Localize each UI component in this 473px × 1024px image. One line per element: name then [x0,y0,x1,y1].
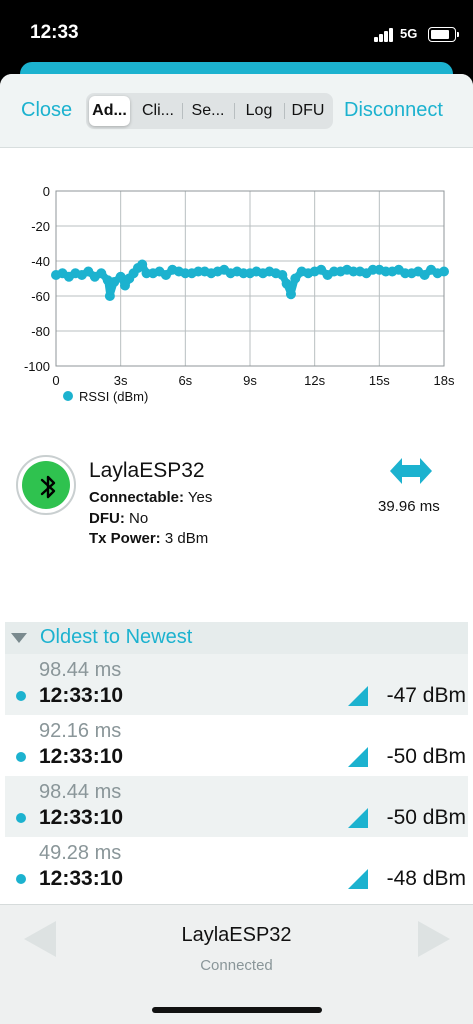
packet-time: 12:33:10 [39,684,124,707]
signal-strength-icon [348,686,368,706]
tx-power-row: Tx Power: 3 dBm [89,530,208,547]
close-button[interactable]: Close [21,99,73,121]
device-icon [16,455,76,515]
rssi-data-point [290,273,301,284]
list-item[interactable]: 98.44 ms 12:33:10 -47 dBm [5,654,468,715]
rssi-data-point [285,289,296,300]
packet-time: 12:33:10 [39,745,124,768]
tab-client[interactable]: Cli... [142,102,174,119]
rssi-data-point [115,271,126,282]
rssi-data-point [96,268,107,279]
packet-rssi: -50 dBm [386,806,466,829]
tx-power-value: 3 dBm [164,530,209,547]
rssi-data-point [281,278,292,289]
connectable-label: Connectable: [89,489,185,506]
list-item[interactable]: 98.44 ms 12:33:10 -50 dBm [5,776,468,837]
signal-icon [374,28,394,42]
tab-advertisement[interactable]: Ad... [89,96,130,126]
list-spacer [0,574,473,622]
previous-arrow-icon[interactable] [22,919,58,959]
tab-server[interactable]: Se... [191,102,225,119]
packet-rssi: -47 dBm [386,684,466,707]
x-tick-label: 6s [178,373,192,388]
disconnect-button[interactable]: Disconnect [344,99,443,121]
packet-dot-icon [16,752,26,762]
sort-order-label: Oldest to Newest [40,626,193,648]
device-name: LaylaESP32 [89,459,205,482]
legend-label: RSSI (dBm) [79,389,148,404]
packet-time: 12:33:10 [39,867,124,890]
connection-status: Connected [200,957,273,974]
bottom-device-bar: LaylaESP32 Connected [0,904,473,1024]
y-tick-label: -60 [31,289,50,304]
sort-order-header[interactable]: Oldest to Newest [5,622,468,654]
double-arrow-icon [390,458,432,484]
tab-divider [284,103,285,119]
status-time: 12:33 [30,22,79,43]
disclosure-triangle-icon [11,633,27,643]
network-label: 5G [400,26,418,41]
legend-marker [63,391,73,401]
connectable-value: Yes [187,489,213,506]
bottom-device-name: LaylaESP32 [181,924,292,946]
packet-interval: 98.44 ms [39,781,122,803]
list-item[interactable]: 49.28 ms 12:33:10 -48 dBm [5,837,468,898]
bluetooth-icon [40,475,56,499]
rssi-data-point [137,259,148,270]
packet-dot-icon [16,813,26,823]
tab-divider [234,103,235,119]
packet-interval: 92.16 ms [39,720,122,742]
packet-dot-icon [16,874,26,884]
dfu-value: No [129,510,149,527]
packet-interval: 49.28 ms [39,842,122,864]
tab-divider [182,103,183,119]
nav-bar: Close Ad... Cli... Se... Log DFU Disconn… [0,74,473,148]
packet-rssi: -50 dBm [386,745,466,768]
device-sheet: Close Ad... Cli... Se... Log DFU Disconn… [0,74,473,1024]
x-tick-label: 15s [369,373,390,388]
dfu-row: DFU: No [89,510,148,527]
battery-icon [428,27,456,42]
x-tick-label: 18s [434,373,455,388]
advertising-interval: 39.96 ms [378,498,440,515]
y-tick-label: -40 [31,254,50,269]
y-tick-label: -20 [31,219,50,234]
battery-tip [457,32,459,37]
signal-strength-icon [348,747,368,767]
packet-interval: 98.44 ms [39,659,122,681]
packet-time: 12:33:10 [39,806,124,829]
status-bar: 12:33 5G [0,0,473,64]
tab-log[interactable]: Log [245,102,273,119]
rssi-chart-svg: 0 3s 6s 9s 12s 15s 18s 0 -20 -40 -60 -80 -100 RSSI (d… [24,184,455,404]
signal-strength-icon [348,808,368,828]
y-tick-label: -80 [31,324,50,339]
rssi-data-point [277,270,288,280]
next-arrow-icon[interactable] [416,919,452,959]
list-item[interactable]: 92.16 ms 12:33:10 -50 dBm [5,715,468,776]
x-tick-label: 0 [52,373,59,388]
x-tick-label: 9s [243,373,257,388]
tx-power-label: Tx Power: [89,530,161,547]
packet-rssi: -48 dBm [386,867,466,890]
packet-dot-icon [16,691,26,701]
tab-segmented-control: Ad... Cli... Se... Log DFU [86,93,333,129]
rssi-data-point [439,266,449,277]
connectable-row: Connectable: Yes [89,489,212,506]
rssi-data-point [104,291,115,301]
home-indicator [152,1007,322,1013]
x-tick-label: 12s [304,373,325,388]
signal-strength-icon [348,869,368,889]
tab-dfu[interactable]: DFU [291,102,325,119]
rssi-chart: 0 3s 6s 9s 12s 15s 18s 0 -20 -40 -60 -80 -100 RSSI (d… [0,174,473,414]
dfu-label: DFU: [89,510,125,527]
x-tick-label: 3s [114,373,128,388]
y-tick-label: -100 [24,359,50,374]
y-tick-label: 0 [43,184,50,199]
